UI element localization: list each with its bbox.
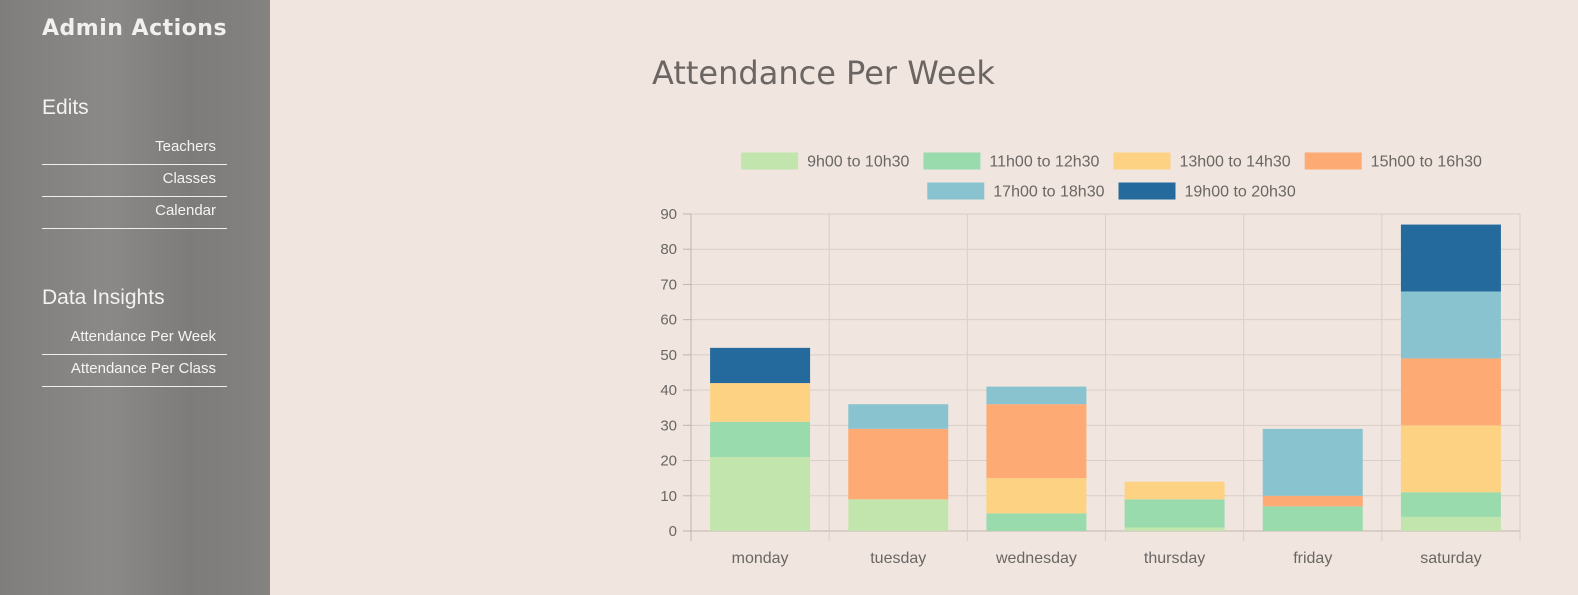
bar-segment-monday-3 bbox=[710, 383, 811, 422]
page-title: Attendance Per Week bbox=[652, 54, 995, 92]
y-tick-label: 0 bbox=[669, 523, 677, 540]
edits-nav-list: Teachers Classes Calendar bbox=[42, 134, 227, 230]
legend-label: 19h00 to 20h30 bbox=[1185, 184, 1296, 201]
bar-segment-saturday-3 bbox=[1400, 425, 1501, 493]
y-tick-label: 20 bbox=[660, 453, 677, 470]
y-tick-label: 90 bbox=[660, 206, 677, 223]
legend-label: 11h00 to 12h30 bbox=[989, 154, 1099, 171]
nav-item-calendar[interactable]: Calendar bbox=[42, 198, 227, 229]
bar-segment-monday-6 bbox=[710, 347, 811, 384]
x-tick-label-wednesday: wednesday bbox=[995, 550, 1077, 567]
y-tick-label: 70 bbox=[660, 276, 677, 293]
bar-segment-tuesday-5 bbox=[848, 404, 949, 429]
insights-nav-list: Attendance Per Week Attendance Per Class bbox=[42, 324, 227, 388]
y-tick-label: 60 bbox=[660, 312, 677, 329]
bar-segment-wednesday-2 bbox=[986, 513, 1087, 531]
legend-swatch bbox=[923, 152, 981, 170]
bar-segment-wednesday-5 bbox=[986, 386, 1087, 405]
bar-segment-saturday-2 bbox=[1400, 492, 1501, 517]
y-tick-label: 30 bbox=[660, 417, 677, 434]
x-tick-label-thursday: thursday bbox=[1144, 550, 1205, 567]
section-title-edits: Edits bbox=[42, 96, 89, 119]
bar-segment-monday-2 bbox=[710, 421, 811, 458]
nav-item-attendance-per-class[interactable]: Attendance Per Class bbox=[42, 356, 227, 387]
nav-item-classes[interactable]: Classes bbox=[42, 166, 227, 197]
bar-segment-tuesday-4 bbox=[848, 428, 949, 500]
bar-segment-friday-4 bbox=[1262, 495, 1363, 507]
x-tick-label-friday: friday bbox=[1293, 550, 1332, 567]
nav-item-attendance-per-week[interactable]: Attendance Per Week bbox=[42, 324, 227, 355]
sidebar-brand: Admin Actions bbox=[42, 16, 228, 41]
x-tick-label-tuesday: tuesday bbox=[870, 550, 926, 567]
y-tick-label: 40 bbox=[660, 382, 677, 399]
bar-segment-saturday-4 bbox=[1400, 358, 1501, 426]
y-tick-label: 80 bbox=[660, 241, 677, 258]
legend-swatch bbox=[1118, 182, 1176, 200]
legend-swatch bbox=[927, 182, 985, 200]
bar-segment-saturday-1 bbox=[1400, 516, 1501, 531]
bar-segment-thursday-3 bbox=[1124, 481, 1225, 500]
sidebar: Admin Actions Edits Teachers Classes Cal… bbox=[0, 0, 270, 595]
nav-item-teachers[interactable]: Teachers bbox=[42, 134, 227, 165]
x-tick-label-monday: monday bbox=[732, 550, 789, 567]
bar-segment-wednesday-4 bbox=[986, 404, 1087, 479]
bar-segment-saturday-5 bbox=[1400, 291, 1501, 359]
bar-segment-friday-5 bbox=[1262, 428, 1363, 496]
bar-segment-monday-1 bbox=[710, 457, 811, 531]
x-tick-label-saturday: saturday bbox=[1420, 550, 1481, 567]
legend-label: 17h00 to 18h30 bbox=[993, 184, 1104, 201]
legend-label: 9h00 to 10h30 bbox=[807, 154, 909, 171]
y-tick-label: 10 bbox=[660, 488, 677, 505]
section-title-data-insights: Data Insights bbox=[42, 286, 165, 309]
bar-segment-tuesday-1 bbox=[848, 499, 949, 531]
legend-swatch bbox=[741, 152, 799, 170]
legend-swatch bbox=[1113, 152, 1171, 170]
bar-segment-saturday-6 bbox=[1400, 224, 1501, 292]
legend-label: 15h00 to 16h30 bbox=[1371, 154, 1482, 171]
legend-swatch bbox=[1304, 152, 1362, 170]
y-tick-label: 50 bbox=[660, 347, 677, 364]
bar-segment-thursday-1 bbox=[1124, 527, 1225, 531]
bar-segment-friday-2 bbox=[1262, 506, 1363, 531]
legend-label: 13h00 to 14h30 bbox=[1179, 154, 1290, 171]
bar-segment-wednesday-3 bbox=[986, 478, 1087, 514]
bar-segment-thursday-2 bbox=[1124, 499, 1225, 528]
